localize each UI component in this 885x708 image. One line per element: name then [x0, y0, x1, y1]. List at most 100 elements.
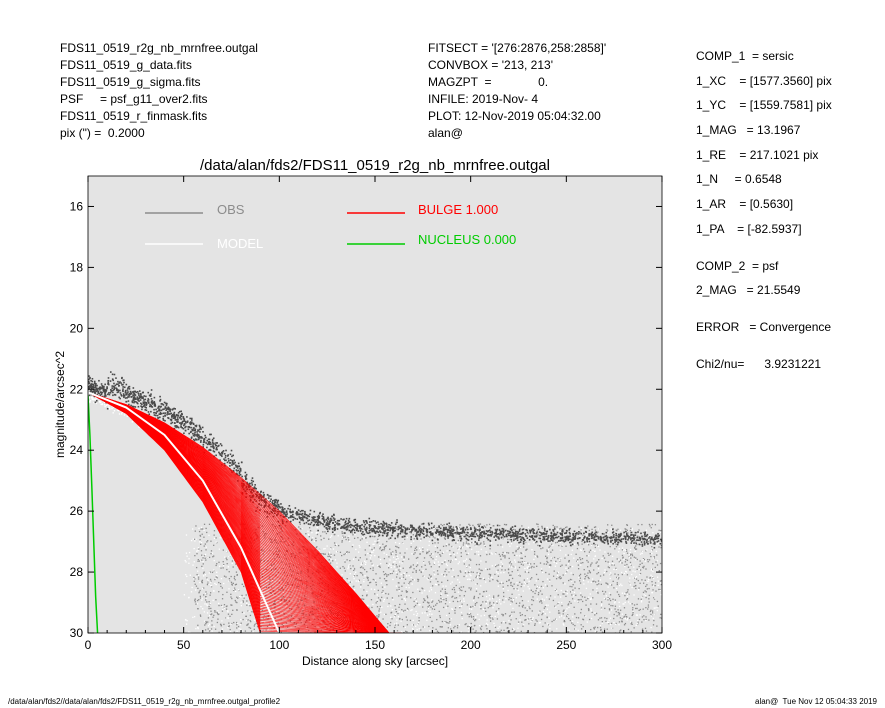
obs-faint-point [533, 631, 536, 633]
obs-faint-point [322, 635, 323, 636]
obs-faint-point [404, 634, 405, 635]
model-point [601, 557, 603, 560]
obs-faint-point [379, 600, 382, 602]
model-point [586, 621, 588, 623]
obs-faint-point [516, 588, 518, 590]
model-point [547, 604, 549, 606]
obs-faint-point [433, 608, 436, 610]
obs-faint-point [628, 593, 630, 595]
model-point [646, 549, 648, 551]
obs-point [167, 413, 170, 415]
obs-faint-point [395, 528, 398, 530]
obs-faint-point [442, 545, 445, 548]
obs-faint-point [459, 606, 461, 609]
obs-faint-point [475, 575, 478, 577]
model-point [613, 563, 615, 565]
obs-faint-point [402, 625, 405, 628]
obs-faint-point [433, 605, 435, 607]
obs-faint-point [311, 588, 313, 590]
model-point [208, 583, 210, 586]
obs-faint-point [637, 535, 639, 537]
obs-faint-point [520, 585, 522, 588]
obs-faint-point [536, 639, 537, 640]
obs-faint-point [357, 559, 360, 561]
obs-faint-point [626, 574, 629, 576]
obs-point [394, 523, 397, 525]
obs-faint-point [255, 622, 257, 625]
obs-faint-point [344, 570, 346, 572]
obs-faint-point [482, 631, 485, 633]
obs-faint-point [247, 623, 249, 625]
model-point [531, 618, 533, 621]
model-point [629, 581, 631, 583]
obs-faint-point [549, 579, 551, 581]
obs-faint-point [542, 580, 544, 583]
model-point [185, 552, 188, 554]
model-point [624, 570, 627, 573]
model-point [312, 537, 314, 539]
model-point [415, 625, 417, 627]
obs-faint-point [557, 558, 559, 560]
obs-faint-point [241, 594, 243, 597]
model-point [601, 603, 603, 605]
model-point [596, 590, 598, 593]
model-point [650, 568, 653, 570]
obs-faint-point [597, 626, 599, 629]
model-point [416, 562, 419, 564]
obs-faint-point [530, 567, 532, 569]
obs-faint-point [659, 588, 661, 591]
obs-faint-point [341, 539, 343, 542]
obs-faint-point [653, 598, 656, 600]
model-point [282, 540, 284, 542]
obs-faint-point [226, 558, 228, 561]
obs-faint-point [465, 550, 467, 552]
obs-point [107, 377, 110, 379]
model-point [578, 634, 579, 635]
obs-faint-point [376, 600, 378, 602]
obs-faint-point [652, 589, 654, 591]
model-point [468, 578, 470, 580]
obs-faint-point [617, 574, 619, 576]
obs-faint-point [389, 624, 391, 627]
model-point [416, 628, 418, 631]
obs-point [476, 542, 478, 544]
model-point [202, 567, 204, 569]
model-point [508, 620, 510, 622]
model-point [222, 564, 225, 567]
model-point [323, 548, 325, 550]
obs-faint-point [548, 546, 550, 548]
model-point [372, 543, 374, 545]
model-point [595, 544, 597, 547]
obs-faint-point [422, 601, 425, 603]
obs-faint-point [559, 612, 561, 614]
model-point [593, 558, 595, 560]
obs-faint-point [618, 595, 621, 598]
obs-faint-point [434, 542, 436, 544]
model-point [618, 547, 620, 550]
model-point [262, 571, 265, 574]
obs-point [574, 538, 576, 540]
model-point [576, 560, 579, 563]
model-point [138, 426, 140, 428]
obs-faint-point [489, 617, 491, 619]
obs-faint-point [438, 610, 440, 613]
obs-faint-point [605, 560, 607, 563]
obs-faint-point [517, 584, 519, 587]
obs-faint-point [459, 589, 461, 591]
obs-faint-point [361, 598, 363, 600]
obs-faint-point [435, 628, 437, 630]
obs-faint-point [246, 600, 248, 602]
obs-faint-point [405, 591, 408, 593]
obs-faint-point [245, 594, 247, 596]
obs-faint-point [218, 604, 220, 607]
obs-faint-point [246, 624, 249, 626]
model-point [98, 400, 101, 403]
model-point [515, 597, 517, 599]
model-point [241, 601, 243, 603]
obs-faint-point [559, 565, 562, 567]
model-point [285, 634, 286, 635]
obs-faint-point [485, 561, 487, 563]
obs-faint-point [638, 636, 639, 637]
model-point [213, 625, 215, 628]
obs-faint-point [488, 614, 490, 617]
